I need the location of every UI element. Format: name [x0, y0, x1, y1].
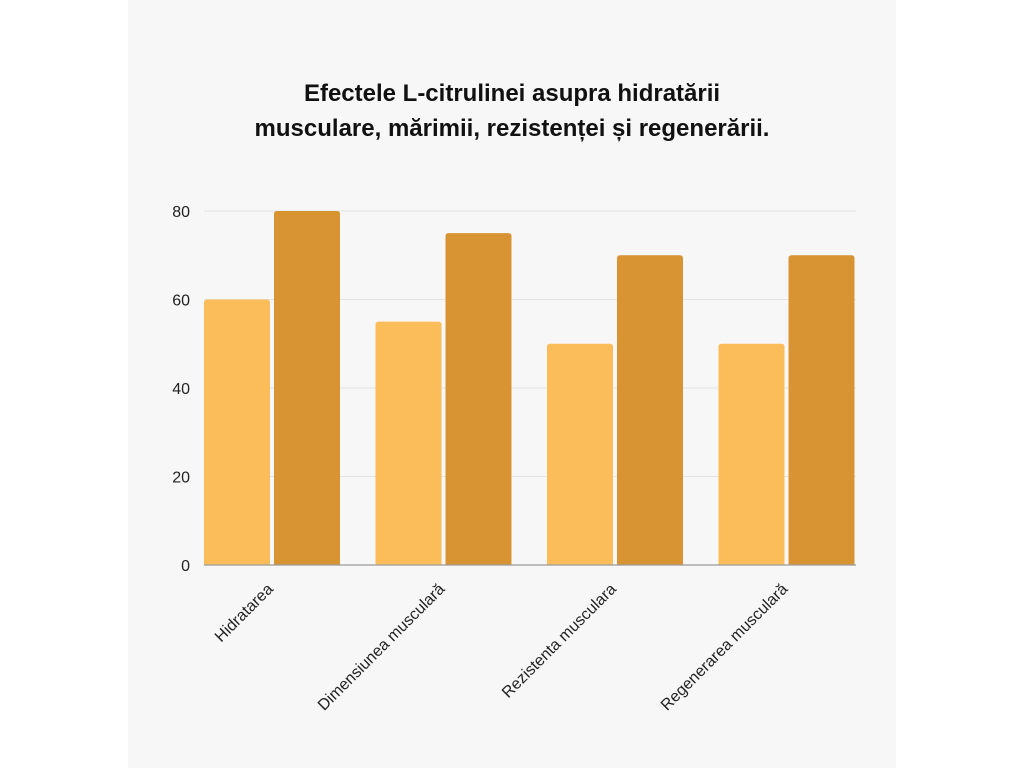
y-tick-label: 20	[172, 470, 190, 487]
bar-chart: 0 20 40 60 80 Hidratarea Dimensiunea musculară…	[172, 204, 856, 714]
chart-title: Efectele L-citrulinei asupra hidratării …	[128, 76, 896, 146]
bar-series-2-0	[274, 211, 340, 565]
bar-series-2-1	[445, 233, 512, 565]
y-tick-label: 0	[181, 558, 190, 575]
y-tick-label: 40	[172, 381, 190, 398]
x-tick-label: Hidratarea	[212, 581, 277, 646]
bar-series-1-0	[204, 299, 270, 565]
x-tick-label: Dimensiunea musculară	[315, 581, 448, 714]
chart-canvas: Efectele L-citrulinei asupra hidratării …	[128, 0, 896, 768]
y-tick-label: 80	[172, 204, 190, 221]
x-tick-label: Rezistenta musculara	[499, 581, 620, 702]
bar-series-1-3	[718, 343, 785, 565]
chart-title-line-2: musculare, mărimii, rezistenței și regen…	[254, 115, 770, 142]
bar-series-2-3	[788, 255, 855, 565]
bar-series-1-2	[547, 343, 613, 565]
chart-title-line-1: Efectele L-citrulinei asupra hidratării	[303, 80, 721, 107]
bar-series-1-1	[375, 321, 442, 565]
bar-series-2-2	[617, 255, 683, 565]
x-tick-label: Regenerarea musculară	[658, 581, 791, 714]
y-tick-label: 60	[172, 293, 190, 310]
